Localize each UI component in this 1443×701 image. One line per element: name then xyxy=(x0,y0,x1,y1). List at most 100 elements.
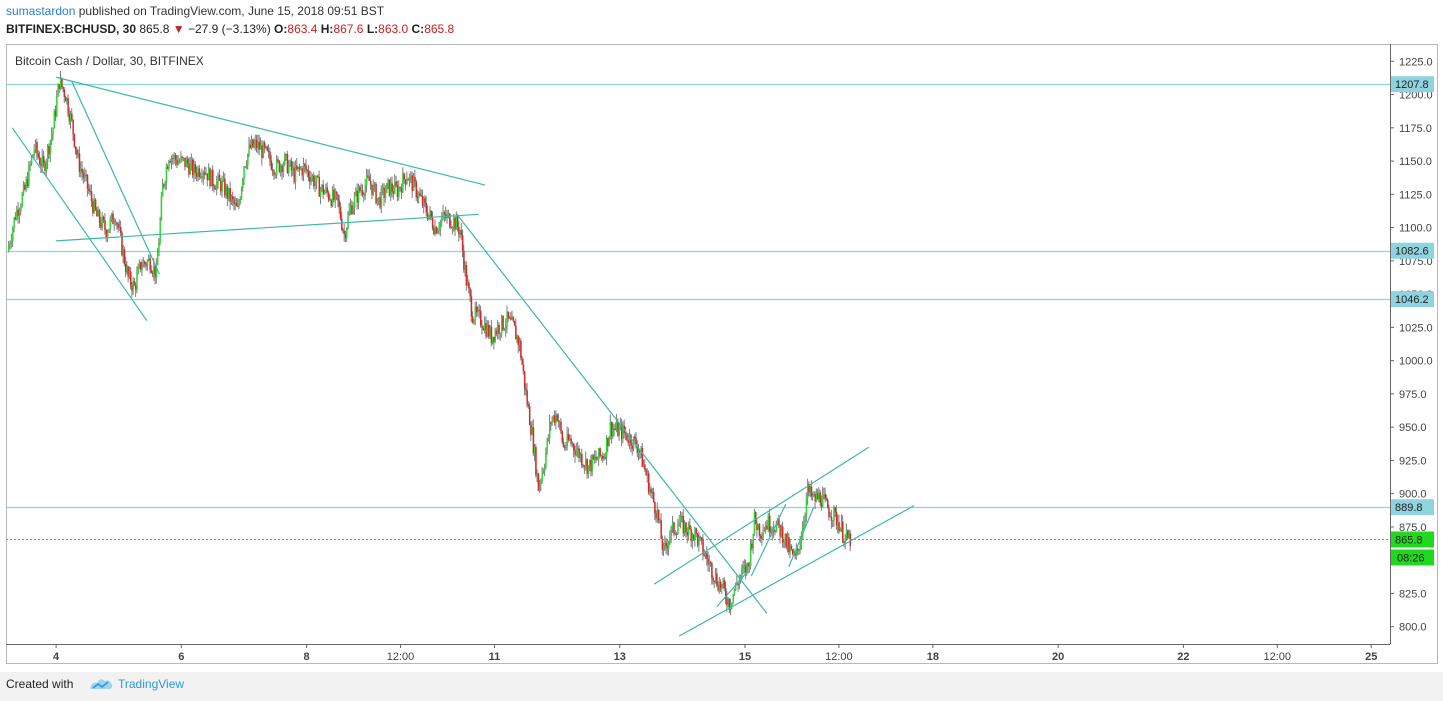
candle-down xyxy=(131,284,133,291)
candle-up xyxy=(536,473,538,475)
candle-down xyxy=(258,141,261,150)
candle-up xyxy=(547,437,550,439)
tradingview-link[interactable]: TradingView xyxy=(118,677,185,691)
trend-line[interactable] xyxy=(11,127,148,322)
candle-down xyxy=(512,317,515,322)
y-tick-label: 900.0 xyxy=(1399,489,1427,501)
chart-border xyxy=(6,44,1438,664)
candle-up xyxy=(118,227,121,229)
published-text: published on TradingView.com, June 15, 2… xyxy=(78,4,385,18)
candle-up xyxy=(49,140,52,155)
candle-down xyxy=(644,464,646,470)
candle-up xyxy=(738,578,741,586)
candle-down xyxy=(794,552,796,556)
candle-up xyxy=(373,183,376,185)
candle-up xyxy=(585,459,587,467)
candle-down xyxy=(665,542,667,547)
chart-area[interactable]: 1225.0 1200.0 1175.0 1150.0 1125.0 1100.0 1075… xyxy=(6,44,1438,664)
candle-down xyxy=(760,535,762,538)
candle-up xyxy=(605,437,608,458)
candle-up xyxy=(57,84,59,97)
candle-down xyxy=(371,184,373,195)
candle-down xyxy=(273,170,275,176)
candle-down xyxy=(435,227,438,234)
candle-down xyxy=(198,168,201,178)
candle-up xyxy=(132,281,135,291)
y-tick-label: 825.0 xyxy=(1399,588,1427,600)
last-price-text: 865.8 xyxy=(1395,535,1423,547)
candle-down xyxy=(570,438,572,444)
candle-up xyxy=(688,524,690,536)
trend-line[interactable] xyxy=(678,505,915,637)
candle-up xyxy=(106,232,109,238)
trend-line[interactable] xyxy=(750,504,787,577)
candle-down xyxy=(595,456,597,460)
chart-title: Bitcoin Cash / Dollar, 30, BITFINEX xyxy=(15,54,204,68)
candle-down xyxy=(830,517,833,521)
candle-down xyxy=(414,176,416,182)
open-label: O: xyxy=(274,22,288,36)
trend-line[interactable] xyxy=(71,81,160,275)
candle-up xyxy=(398,187,400,197)
candle-up xyxy=(412,176,415,191)
candle-up xyxy=(559,421,561,423)
y-tick-label: 1175.0 xyxy=(1399,123,1432,135)
candle-down xyxy=(631,445,634,449)
candle-up xyxy=(551,419,553,424)
candle-down xyxy=(824,494,827,499)
candle-up xyxy=(346,228,348,239)
candle-up xyxy=(364,185,367,196)
candle-down xyxy=(515,325,517,340)
candle-down xyxy=(586,459,588,475)
candle-down xyxy=(351,205,353,214)
candle-down xyxy=(277,159,279,161)
candle-down xyxy=(810,486,813,497)
trend-line[interactable] xyxy=(653,446,870,585)
countdown-tag xyxy=(1391,549,1434,566)
candle-up xyxy=(743,565,746,568)
candle-up xyxy=(489,326,491,337)
candle-down xyxy=(285,154,287,156)
chart-svg[interactable]: 1225.0 1200.0 1175.0 1150.0 1125.0 1100.0 1075… xyxy=(6,44,1438,664)
candle-up xyxy=(589,459,591,466)
candle-down xyxy=(808,483,810,493)
x-axis[interactable]: 4 6 8 12:00 11 13 15 12:00 18 20 22 12:00 25 xyxy=(53,644,1377,663)
candle-down xyxy=(674,533,677,535)
candle-up xyxy=(22,184,25,194)
x-tick-label: 20 xyxy=(1052,651,1064,663)
tradingview-logo-icon[interactable] xyxy=(88,675,114,693)
candle-up xyxy=(390,183,392,196)
candle-down xyxy=(270,160,273,170)
candle-down xyxy=(814,494,817,502)
candle-down xyxy=(416,196,419,198)
candle-down xyxy=(829,516,832,518)
candle-up xyxy=(189,163,192,175)
candle-down xyxy=(172,157,174,159)
trend-line[interactable] xyxy=(716,570,749,608)
candle-down xyxy=(166,167,169,169)
candle-up xyxy=(566,433,569,447)
candle-down xyxy=(195,172,198,177)
candle-down xyxy=(550,422,552,424)
trend-line[interactable] xyxy=(456,213,768,614)
candle-up xyxy=(428,214,430,219)
candle-down xyxy=(169,161,172,163)
candle-down xyxy=(272,169,274,171)
trend-line[interactable] xyxy=(56,213,479,242)
candle-down xyxy=(48,146,50,155)
candle-up xyxy=(113,223,116,225)
trend-line[interactable] xyxy=(788,506,815,568)
candle-up xyxy=(506,311,508,326)
candle-down xyxy=(716,573,718,586)
candle-down xyxy=(290,160,293,171)
candle-down xyxy=(407,179,410,181)
candle-up xyxy=(122,249,125,256)
candle-down xyxy=(306,170,309,172)
candle-down xyxy=(652,492,655,502)
candle-down xyxy=(450,227,452,229)
candle-down xyxy=(305,165,307,171)
candle-up xyxy=(66,98,68,102)
trend-lines-layer[interactable] xyxy=(11,76,915,637)
trend-line[interactable] xyxy=(55,76,486,186)
author-link[interactable]: sumastardon xyxy=(6,4,76,18)
